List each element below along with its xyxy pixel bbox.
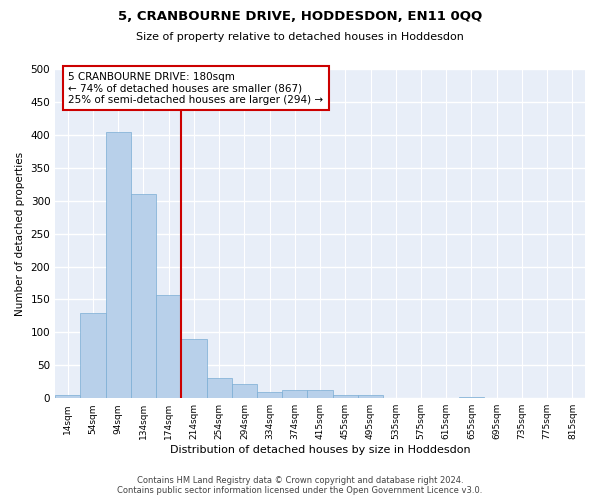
Bar xyxy=(232,384,257,398)
Text: Size of property relative to detached houses in Hoddesdon: Size of property relative to detached ho… xyxy=(136,32,464,42)
X-axis label: Distribution of detached houses by size in Hoddesdon: Distribution of detached houses by size … xyxy=(170,445,470,455)
Bar xyxy=(307,390,332,398)
Text: 5 CRANBOURNE DRIVE: 180sqm
← 74% of detached houses are smaller (867)
25% of sem: 5 CRANBOURNE DRIVE: 180sqm ← 74% of deta… xyxy=(68,72,323,105)
Bar xyxy=(106,132,131,398)
Bar xyxy=(332,395,358,398)
Text: 5, CRANBOURNE DRIVE, HODDESDON, EN11 0QQ: 5, CRANBOURNE DRIVE, HODDESDON, EN11 0QQ xyxy=(118,10,482,23)
Bar xyxy=(206,378,232,398)
Bar xyxy=(80,312,106,398)
Text: Contains HM Land Registry data © Crown copyright and database right 2024.
Contai: Contains HM Land Registry data © Crown c… xyxy=(118,476,482,495)
Bar xyxy=(181,339,206,398)
Bar xyxy=(131,194,156,398)
Y-axis label: Number of detached properties: Number of detached properties xyxy=(15,152,25,316)
Bar xyxy=(282,390,307,398)
Bar xyxy=(55,395,80,398)
Bar xyxy=(459,397,484,398)
Bar xyxy=(156,295,181,398)
Bar xyxy=(358,395,383,398)
Bar xyxy=(257,392,282,398)
